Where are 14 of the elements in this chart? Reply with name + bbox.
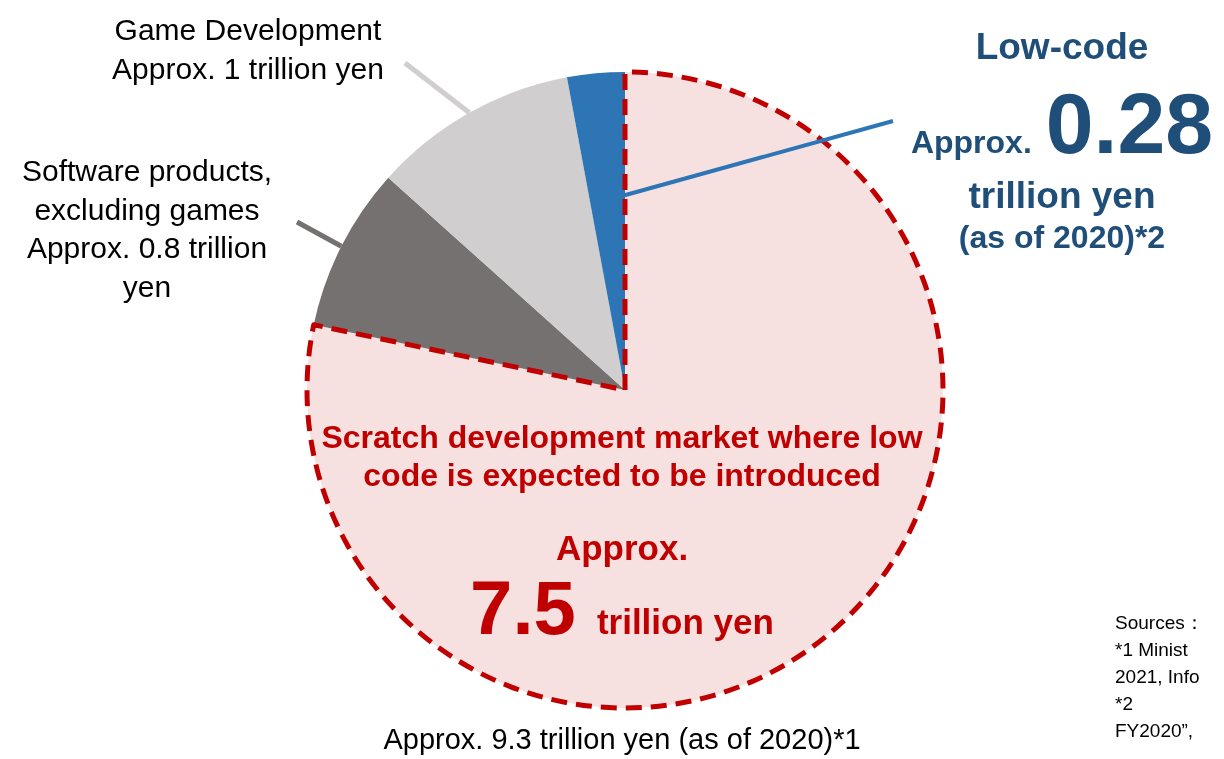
- data-label: Approx. 0.8 trillion yen: [26, 231, 268, 303]
- data-label: Approx. 0.28 trillion yen: [910, 75, 1214, 216]
- data-label: Approx. 7.5 trillion yen: [470, 528, 774, 650]
- text: FY2020”,: [1115, 719, 1194, 743]
- slice-label: Low-code: [974, 26, 1150, 67]
- text: 2021, Info: [1115, 665, 1200, 689]
- slice-label: Game Development: [113, 12, 383, 48]
- text: *1 Minist: [1115, 638, 1188, 662]
- text: (as of 2020)*2: [957, 219, 1167, 255]
- text: Approx. 9.3 trillion yen (as of 2020)*1: [382, 722, 862, 757]
- data-label: Approx. 1 trillion yen: [112, 51, 384, 85]
- source-note: Sources：: [1115, 611, 1204, 635]
- text: *2: [1115, 692, 1133, 716]
- slice-label: Scratch development market where low code is expected to be introduced: [320, 418, 924, 494]
